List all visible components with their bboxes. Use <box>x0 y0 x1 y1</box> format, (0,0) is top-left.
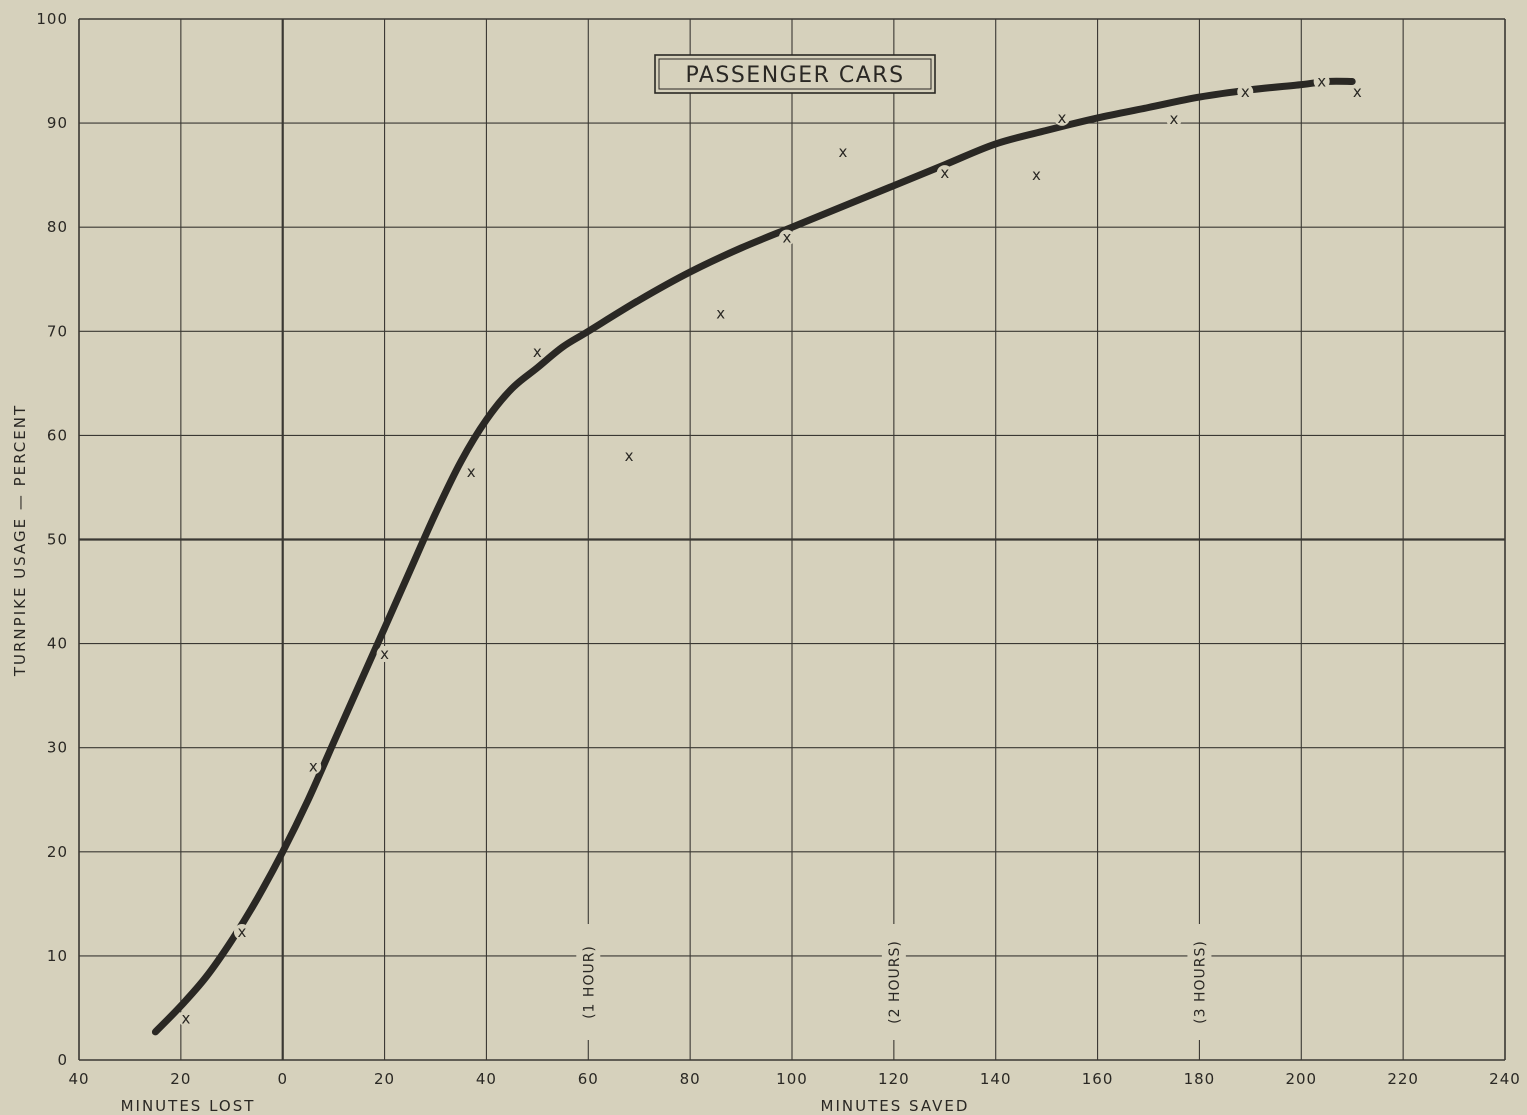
annotation-gap <box>881 924 906 1040</box>
x-tick-label: 220 <box>1387 1070 1419 1088</box>
x-tick-label: 40 <box>476 1070 497 1088</box>
data-point-halo <box>305 758 322 775</box>
x-tick-label: 20 <box>374 1070 395 1088</box>
annotation-gap <box>1187 924 1212 1040</box>
x-tick-label: 80 <box>680 1070 701 1088</box>
data-point-halo <box>834 144 851 161</box>
x-tick-label: 60 <box>578 1070 599 1088</box>
x-tick-label: 160 <box>1082 1070 1114 1088</box>
data-point-halo <box>1028 167 1045 184</box>
hour-annotations: (1 HOUR) (2 HOURS) (3 HOURS) <box>576 924 1212 1040</box>
data-point-halo <box>376 646 393 663</box>
chart-title: PASSENGER CARS <box>685 63 904 88</box>
y-tick-label: 40 <box>47 635 68 653</box>
data-point: x <box>782 229 791 247</box>
x-axis-label-lost: MINUTES LOST <box>121 1097 256 1115</box>
data-point: x <box>838 143 847 161</box>
y-tick-label: 90 <box>47 114 68 132</box>
x-tick-label: 180 <box>1184 1070 1216 1088</box>
x-tick-label: 100 <box>776 1070 808 1088</box>
data-point-halo <box>1237 83 1254 100</box>
data-points: x x x x x x x x x x x x x x x x x <box>177 72 1366 1027</box>
data-point: x <box>1170 110 1179 128</box>
data-point-halo <box>463 463 480 480</box>
data-point: x <box>1057 109 1066 127</box>
data-point: x <box>238 923 247 941</box>
data-point-halo <box>621 448 638 465</box>
y-tick-label: 70 <box>47 322 68 340</box>
data-point: x <box>1241 83 1250 101</box>
data-point-halo <box>1053 109 1070 126</box>
x-tick-label: 200 <box>1285 1070 1317 1088</box>
data-point: x <box>1353 83 1362 101</box>
annotation-label: (2 HOURS) <box>887 940 903 1024</box>
data-point-halo <box>778 229 795 246</box>
y-tick-label: 0 <box>57 1051 68 1069</box>
fitted-curve-line <box>151 77 1356 1036</box>
y-tick-label: 60 <box>47 426 68 444</box>
x-tick-label: 40 <box>68 1070 89 1088</box>
data-point-halo <box>1349 83 1366 100</box>
data-point: x <box>940 164 949 182</box>
chart-title-box: PASSENGER CARS <box>654 54 936 94</box>
data-point-halo <box>1313 73 1330 90</box>
data-point: x <box>1032 166 1041 184</box>
y-tick-label: 100 <box>36 10 68 28</box>
x-tick-label: 20 <box>170 1070 191 1088</box>
annotation-label: (1 HOUR) <box>581 945 597 1019</box>
x-tick-label: 140 <box>980 1070 1012 1088</box>
data-point: x <box>467 463 476 481</box>
y-tick-label: 30 <box>47 739 68 757</box>
annotation-label: (3 HOURS) <box>1192 940 1208 1024</box>
data-point: x <box>716 305 725 323</box>
annotation-gap <box>576 924 601 1040</box>
data-point: x <box>625 447 634 465</box>
data-point-halo <box>529 344 546 361</box>
y-tick-label: 20 <box>47 843 68 861</box>
grid <box>78 18 1506 1061</box>
x-tick-label: 120 <box>878 1070 910 1088</box>
x-tick-label: 240 <box>1489 1070 1521 1088</box>
data-point: x <box>380 645 389 663</box>
data-point-halo <box>177 1010 194 1027</box>
data-point-halo <box>233 923 250 940</box>
data-point-halo <box>1165 110 1182 127</box>
x-axis-label-saved: MINUTES SAVED <box>821 1097 970 1115</box>
data-point: x <box>182 1009 191 1027</box>
data-point-halo <box>936 165 953 182</box>
y-tick-label: 80 <box>47 218 68 236</box>
data-point: x <box>533 343 542 361</box>
data-point-halo <box>712 305 729 322</box>
data-point: x <box>309 757 318 775</box>
y-tick-label: 10 <box>47 947 68 965</box>
fitted-curve <box>151 77 1356 1036</box>
y-axis-label: TURNPIKE USAGE — PERCENT <box>11 404 29 677</box>
data-point: x <box>1317 72 1326 90</box>
x-tick-label: 0 <box>277 1070 288 1088</box>
y-tick-label: 50 <box>47 531 68 549</box>
